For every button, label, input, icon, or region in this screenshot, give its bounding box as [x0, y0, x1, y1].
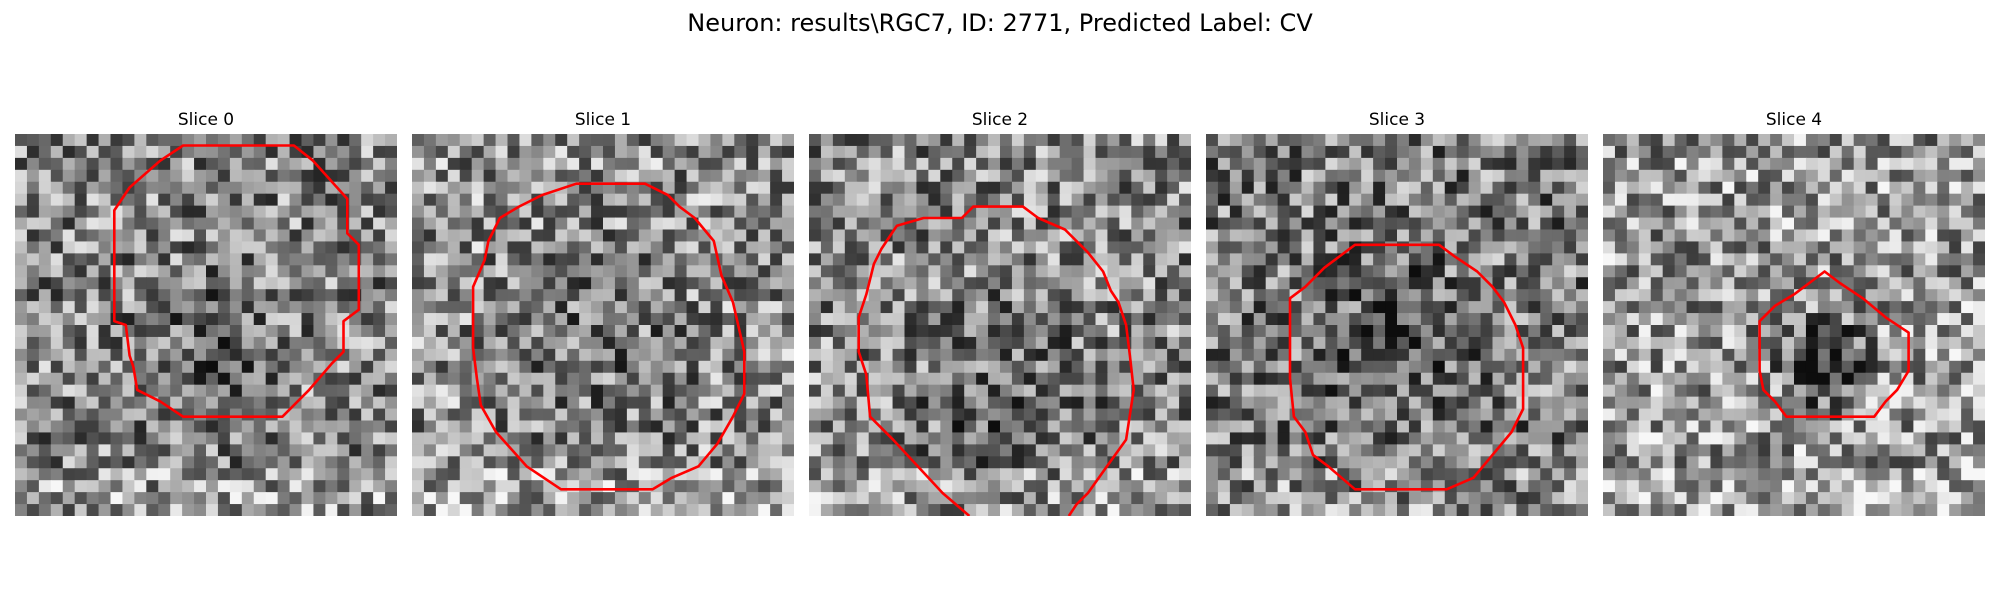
- slice-image-4: [1603, 134, 1985, 516]
- slice-title-2: Slice 2: [971, 110, 1029, 130]
- slice-panel-3: Slice 3: [1206, 110, 1588, 516]
- slice-title-4: Slice 4: [1765, 110, 1823, 130]
- slice-panel-1: Slice 1: [412, 110, 794, 516]
- contour-1: [471, 182, 746, 491]
- slice-image-2: [809, 134, 1191, 516]
- slice-panel-4: Slice 4: [1603, 110, 1985, 516]
- slice-panel-2: Slice 2: [809, 110, 1191, 516]
- slice-image-3: [1206, 134, 1588, 516]
- slice-image-1: [412, 134, 794, 516]
- slice-image-0: [15, 134, 397, 516]
- slice-panel-0: Slice 0: [15, 110, 397, 516]
- slice-title-3: Slice 3: [1368, 110, 1426, 130]
- slice-title-1: Slice 1: [574, 110, 632, 130]
- contour-3: [1288, 243, 1525, 491]
- contour-4: [1758, 270, 1910, 419]
- slice-title-0: Slice 0: [177, 110, 235, 130]
- figure-title: Neuron: results\RGC7, ID: 2771, Predicte…: [687, 9, 1313, 37]
- contour-2: [857, 205, 1136, 516]
- contour-0: [113, 144, 361, 419]
